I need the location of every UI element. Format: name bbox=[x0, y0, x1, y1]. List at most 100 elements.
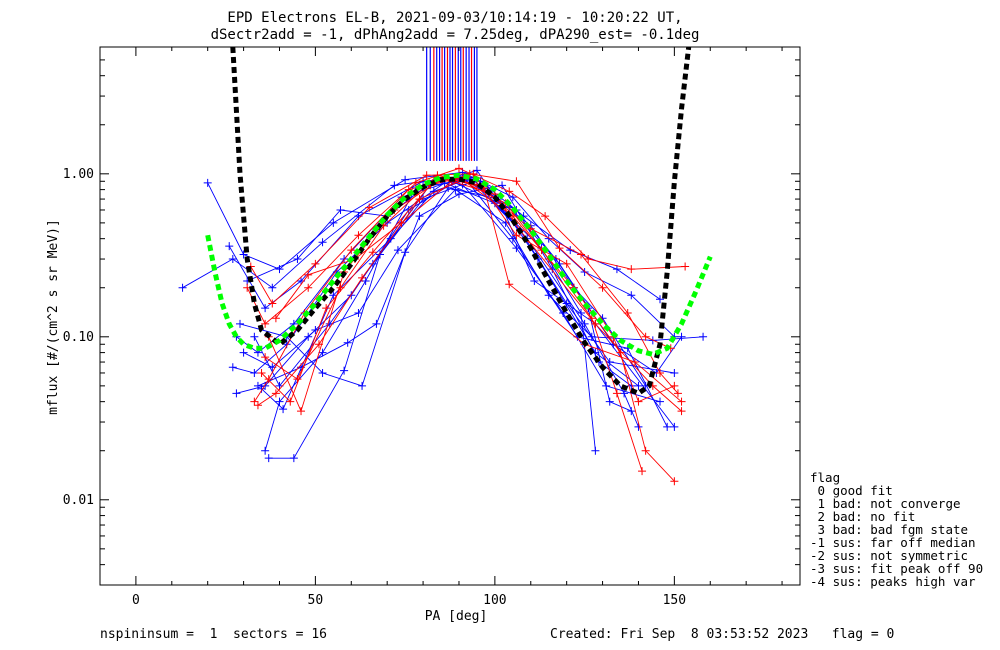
data-point-marker bbox=[580, 319, 589, 328]
data-point-marker bbox=[318, 368, 327, 377]
sweep-line bbox=[257, 184, 632, 387]
data-point-marker bbox=[268, 299, 277, 308]
data-point-marker bbox=[641, 446, 650, 455]
data-point-marker bbox=[591, 446, 600, 455]
data-point-marker bbox=[670, 422, 679, 431]
data-point-marker bbox=[699, 332, 708, 341]
plot-area bbox=[178, 47, 713, 486]
fit-curve-black bbox=[230, 47, 692, 397]
data-point-marker bbox=[257, 384, 266, 393]
data-point-marker bbox=[663, 422, 672, 431]
legend-title: flag bbox=[810, 470, 841, 485]
sweep-line bbox=[264, 178, 639, 451]
data-point-marker bbox=[508, 234, 517, 243]
legend-item: 0 good fit bbox=[810, 483, 893, 498]
data-point-marker bbox=[293, 255, 302, 264]
data-point-marker bbox=[253, 401, 262, 410]
legend-item: 1 bad: not converge bbox=[810, 496, 961, 511]
data-point-marker bbox=[673, 389, 682, 398]
sweep-line bbox=[275, 180, 682, 412]
data-point-marker bbox=[264, 375, 273, 384]
data-point-marker bbox=[677, 397, 686, 406]
data-point-marker bbox=[178, 283, 187, 292]
data-point-marker bbox=[304, 283, 313, 292]
data-point-marker bbox=[347, 246, 356, 255]
data-point-marker bbox=[271, 389, 280, 398]
data-point-marker bbox=[329, 218, 338, 227]
data-point-marker bbox=[257, 368, 266, 377]
data-point-marker bbox=[261, 446, 270, 455]
chart-subtitle: dSectr2add = -1, dPhAng2add = 7.25deg, d… bbox=[211, 27, 700, 43]
data-point-marker bbox=[634, 381, 643, 390]
data-point-marker bbox=[343, 338, 352, 347]
data-point-marker bbox=[577, 308, 586, 317]
data-point-marker bbox=[250, 332, 259, 341]
legend-item: 2 bad: no fit bbox=[810, 509, 916, 524]
data-point-marker bbox=[261, 353, 270, 362]
data-point-marker bbox=[562, 259, 571, 268]
legend-item: -2 sus: not symmetric bbox=[810, 548, 969, 563]
data-point-marker bbox=[505, 280, 514, 289]
data-point-marker bbox=[250, 397, 259, 406]
x-tick-label: 100 bbox=[483, 593, 506, 608]
data-point-marker bbox=[677, 407, 686, 416]
data-point-marker bbox=[454, 190, 463, 199]
data-point-marker bbox=[623, 308, 632, 317]
y-tick-label: 0.01 bbox=[63, 493, 94, 508]
data-point-marker bbox=[232, 389, 241, 398]
data-point-marker bbox=[397, 218, 406, 227]
data-point-marker bbox=[340, 366, 349, 375]
sweep-series-17 bbox=[253, 175, 679, 486]
data-point-marker bbox=[591, 319, 600, 328]
data-point-marker bbox=[261, 304, 270, 313]
legend-item: -4 sus: peaks high var bbox=[810, 574, 976, 589]
data-point-marker bbox=[612, 389, 621, 398]
footer-right: Created: Fri Sep 8 03:53:52 2023 flag = … bbox=[550, 627, 895, 642]
data-point-marker bbox=[587, 314, 596, 323]
data-point-marker bbox=[598, 283, 607, 292]
data-point-marker bbox=[297, 407, 306, 416]
data-point-marker bbox=[605, 397, 614, 406]
data-point-marker bbox=[354, 308, 363, 317]
data-point-marker bbox=[318, 238, 327, 247]
data-point-marker bbox=[228, 255, 237, 264]
data-point-marker bbox=[526, 224, 535, 233]
axes: 0 50 100 150 0.01 0.10 1.00 bbox=[63, 46, 801, 608]
data-point-marker bbox=[358, 273, 367, 282]
data-point-marker bbox=[505, 187, 514, 196]
data-point-marker bbox=[530, 276, 539, 285]
data-point-marker bbox=[630, 358, 639, 367]
data-point-marker bbox=[512, 177, 521, 186]
data-point-marker bbox=[336, 283, 345, 292]
data-point-marker bbox=[225, 242, 234, 251]
data-point-marker bbox=[415, 212, 424, 221]
data-point-marker bbox=[670, 368, 679, 377]
sweep-line bbox=[239, 187, 675, 428]
data-point-marker bbox=[322, 304, 331, 313]
data-point-marker bbox=[656, 295, 664, 304]
sweep-series-0 bbox=[203, 168, 679, 341]
footer-left: nspininsum = 1 sectors = 16 bbox=[100, 627, 327, 642]
data-point-marker bbox=[580, 267, 589, 276]
data-point-marker bbox=[354, 231, 363, 240]
x-axis-label: PA [deg] bbox=[425, 609, 488, 624]
data-point-marker bbox=[577, 250, 586, 259]
data-point-marker bbox=[587, 332, 596, 341]
data-point-marker bbox=[275, 397, 284, 406]
legend-item: -3 sus: fit peak off 90 bbox=[810, 561, 984, 576]
data-point-marker bbox=[368, 259, 377, 268]
data-point-marker bbox=[228, 363, 237, 372]
data-point-marker bbox=[372, 319, 381, 328]
data-point-marker bbox=[634, 397, 643, 406]
data-point-marker bbox=[656, 368, 664, 377]
x-tick-label: 50 bbox=[308, 593, 324, 608]
data-point-marker bbox=[638, 467, 647, 476]
data-point-marker bbox=[627, 291, 636, 300]
y-axis-label: mflux [#/(cm^2 s sr MeV)] bbox=[46, 219, 61, 415]
data-point-marker bbox=[390, 181, 399, 190]
x-tick-label: 0 bbox=[132, 593, 140, 608]
data-point-marker bbox=[415, 195, 424, 204]
data-point-marker bbox=[293, 375, 302, 384]
fit-curve-green bbox=[205, 172, 713, 358]
